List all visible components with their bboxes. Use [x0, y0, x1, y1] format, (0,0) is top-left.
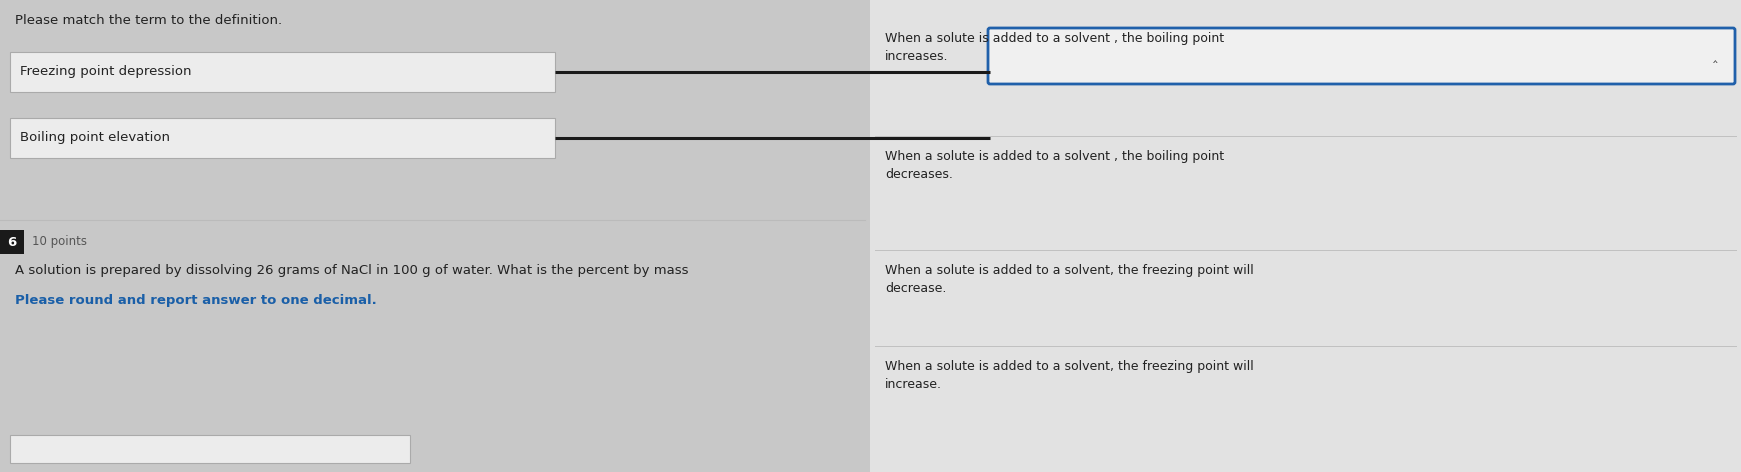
FancyBboxPatch shape [10, 118, 555, 158]
Text: ‸: ‸ [1713, 49, 1717, 63]
Text: Freezing point depression: Freezing point depression [19, 66, 192, 78]
FancyBboxPatch shape [10, 52, 555, 92]
Text: A solution is prepared by dissolving 26 grams of NaCl in 100 g of water. What is: A solution is prepared by dissolving 26 … [16, 264, 688, 277]
Text: 10 points: 10 points [31, 236, 87, 248]
Text: When a solute is added to a solvent , the boiling point
increases.: When a solute is added to a solvent , th… [884, 32, 1224, 62]
Text: 6: 6 [7, 236, 17, 248]
Text: When a solute is added to a solvent, the freezing point will
increase.: When a solute is added to a solvent, the… [884, 360, 1254, 390]
FancyBboxPatch shape [987, 28, 1736, 84]
FancyBboxPatch shape [870, 0, 1741, 472]
FancyBboxPatch shape [10, 435, 409, 463]
Text: When a solute is added to a solvent, the freezing point will
decrease.: When a solute is added to a solvent, the… [884, 264, 1254, 295]
FancyBboxPatch shape [0, 230, 24, 254]
Text: Please round and report answer to one decimal.: Please round and report answer to one de… [16, 294, 376, 307]
Text: Boiling point elevation: Boiling point elevation [19, 132, 171, 144]
Text: Please match the term to the definition.: Please match the term to the definition. [16, 14, 282, 27]
Text: When a solute is added to a solvent , the boiling point
decreases.: When a solute is added to a solvent , th… [884, 150, 1224, 180]
